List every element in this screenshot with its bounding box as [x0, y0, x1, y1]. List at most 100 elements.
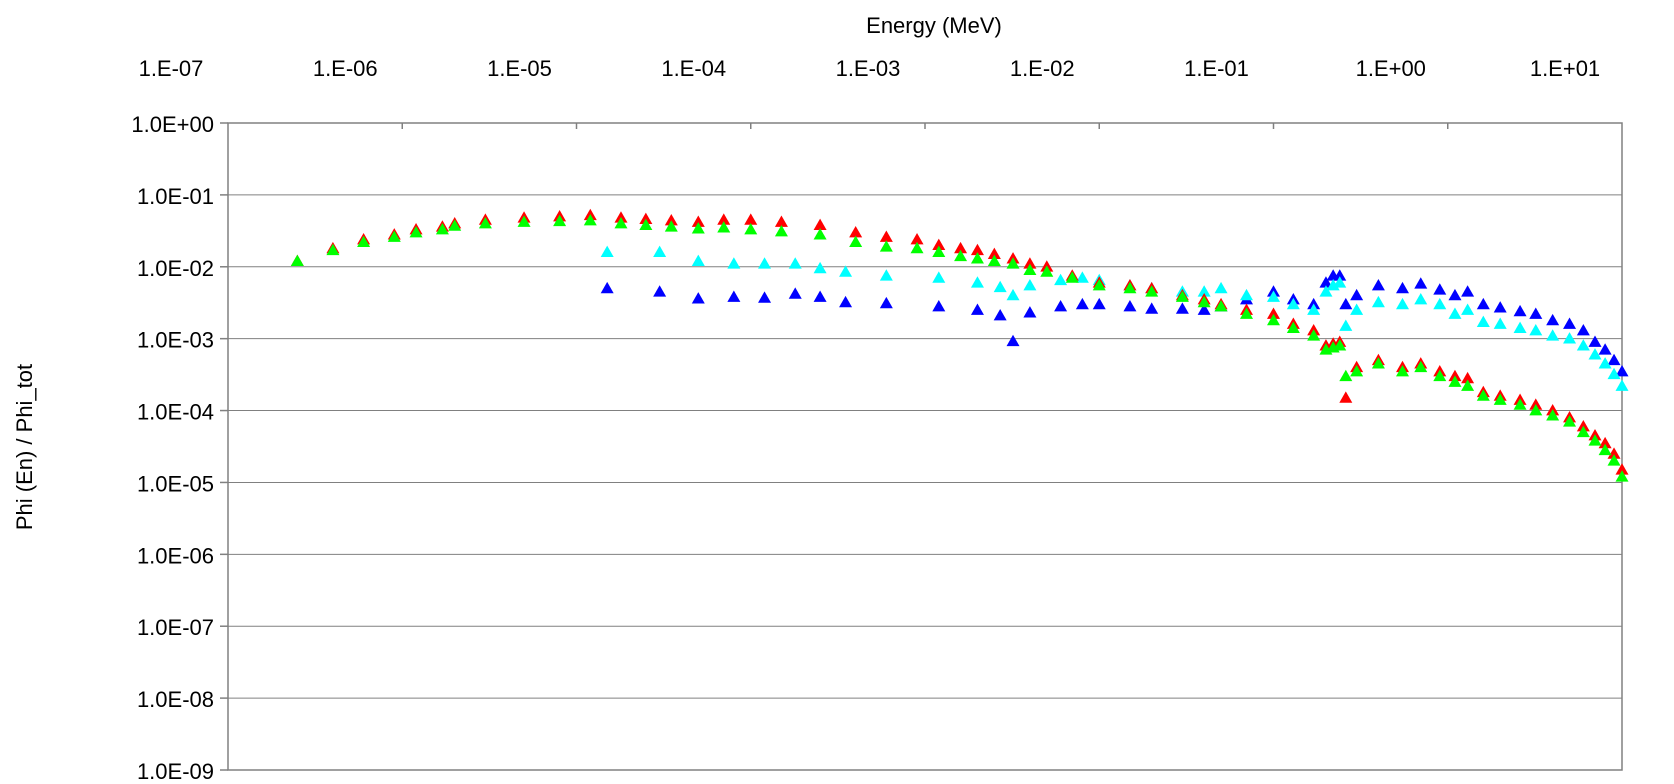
data-point	[1339, 297, 1353, 310]
data-point	[717, 221, 731, 233]
series-2	[290, 208, 1629, 475]
data-point	[970, 303, 984, 315]
x-tick-label: 1.E-03	[836, 56, 901, 81]
data-point	[758, 257, 772, 269]
data-point	[1529, 398, 1543, 410]
data-point	[1197, 285, 1211, 297]
data-point	[639, 218, 653, 230]
data-point	[1092, 297, 1106, 310]
data-point	[879, 296, 893, 309]
data-point	[744, 223, 758, 235]
data-point	[839, 265, 853, 277]
y-tick-label: 1.0E-08	[137, 687, 214, 712]
data-point	[1371, 278, 1385, 291]
data-point	[1476, 297, 1490, 310]
y-tick-label: 1.0E-06	[137, 543, 214, 568]
data-point	[1576, 420, 1590, 432]
data-point	[774, 224, 788, 237]
data-point	[879, 240, 893, 252]
data-point	[1214, 281, 1228, 294]
data-point	[614, 216, 628, 229]
data-point	[1433, 297, 1447, 310]
data-point	[1461, 371, 1475, 384]
x-tick-label: 1.E-06	[313, 56, 378, 81]
data-point	[1461, 303, 1475, 315]
data-point	[1333, 339, 1347, 351]
data-point	[1493, 301, 1507, 313]
data-point	[1433, 283, 1447, 295]
data-point	[517, 215, 531, 227]
data-point	[1615, 463, 1629, 475]
data-point	[727, 290, 741, 302]
data-point	[1319, 285, 1333, 297]
data-point	[879, 269, 893, 281]
data-point	[1267, 290, 1280, 302]
data-point	[788, 257, 802, 269]
data-point	[1339, 319, 1353, 331]
data-point	[1529, 307, 1543, 319]
data-point	[435, 223, 449, 235]
data-point	[1075, 271, 1089, 283]
data-point	[1576, 425, 1590, 438]
data-point	[970, 276, 984, 288]
data-point	[1433, 369, 1447, 382]
data-point	[993, 309, 1007, 321]
data-point	[1493, 317, 1507, 329]
data-point	[1175, 302, 1189, 314]
data-point	[1607, 447, 1621, 459]
data-point	[583, 214, 597, 226]
data-point	[1493, 393, 1507, 405]
data-point	[1563, 317, 1577, 329]
x-axis-title: Energy (MeV)	[866, 13, 1002, 38]
data-point	[1023, 257, 1037, 269]
data-point	[1092, 278, 1106, 291]
y-tick-label: 1.0E-02	[137, 256, 214, 281]
data-point	[1286, 321, 1300, 334]
data-point	[1615, 470, 1629, 482]
data-points	[290, 208, 1629, 482]
data-point	[1054, 273, 1068, 286]
x-axis-ticks: 1.E-07 1.E-06 1.E-05 1.E-04 1.E-03 1.E-02 1.E-…	[139, 56, 1600, 129]
x-tick-label: 1.E-07	[139, 56, 204, 81]
data-point	[1145, 302, 1159, 314]
y-axis-title: Phi (En) / Phi_tot	[12, 364, 37, 530]
data-point	[987, 254, 1001, 266]
data-point	[1006, 257, 1020, 269]
y-tick-label: 1.0E+00	[131, 112, 214, 137]
data-point	[1588, 434, 1602, 446]
data-point	[290, 254, 304, 266]
data-point	[1350, 303, 1364, 315]
y-tick-label: 1.0E-09	[137, 759, 214, 784]
data-point	[1414, 293, 1428, 305]
data-point	[1607, 367, 1621, 380]
data-point	[1588, 348, 1602, 360]
data-point	[1546, 313, 1560, 326]
data-point	[1563, 332, 1577, 344]
data-point	[639, 212, 653, 225]
data-point	[1197, 303, 1211, 315]
data-point	[758, 291, 772, 303]
data-point	[910, 241, 924, 254]
data-point	[448, 219, 462, 231]
data-point	[1197, 295, 1211, 308]
data-point	[664, 220, 678, 232]
data-point	[788, 287, 802, 299]
data-point	[1396, 297, 1410, 310]
data-point	[1546, 409, 1560, 421]
data-point	[932, 238, 946, 251]
data-point	[1461, 379, 1475, 391]
data-point	[1267, 307, 1280, 319]
x-tick-label: 1.E-04	[661, 56, 726, 81]
data-point	[326, 243, 340, 256]
data-point	[1240, 288, 1254, 301]
data-point	[1006, 288, 1020, 301]
data-point	[1448, 288, 1462, 301]
data-point	[1588, 335, 1602, 347]
data-point	[1414, 360, 1428, 373]
data-point	[910, 232, 924, 245]
data-point	[1023, 263, 1037, 275]
data-point	[1476, 315, 1490, 327]
data-point	[813, 290, 827, 302]
y-tick-label: 1.0E-03	[137, 328, 214, 353]
